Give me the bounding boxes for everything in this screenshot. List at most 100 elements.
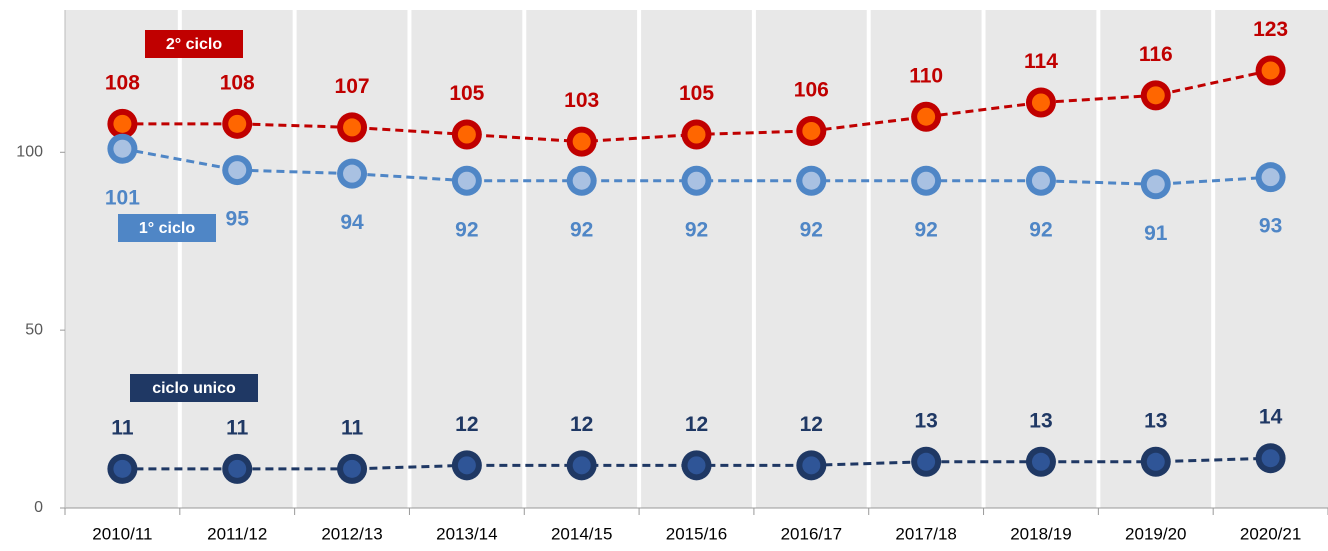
x-tick-label: 2010/11 bbox=[92, 524, 152, 543]
data-label: 94 bbox=[340, 211, 364, 234]
point bbox=[911, 165, 942, 196]
point bbox=[911, 446, 942, 477]
series-name-box bbox=[145, 30, 243, 58]
x-tick-label: 2016/17 bbox=[781, 524, 842, 543]
marker-inner bbox=[1261, 61, 1280, 80]
point bbox=[337, 158, 368, 189]
marker-inner bbox=[457, 125, 476, 144]
marker-inner bbox=[457, 171, 476, 190]
point bbox=[337, 453, 368, 484]
point bbox=[337, 112, 368, 143]
point bbox=[107, 133, 138, 164]
point bbox=[451, 450, 482, 481]
marker-inner bbox=[343, 118, 362, 137]
marker-inner bbox=[113, 114, 132, 133]
point bbox=[1140, 446, 1171, 477]
marker-inner bbox=[228, 161, 247, 180]
marker-inner bbox=[113, 459, 132, 478]
data-label: 12 bbox=[685, 413, 708, 436]
point bbox=[911, 101, 942, 132]
data-label: 92 bbox=[455, 218, 478, 241]
point bbox=[222, 453, 253, 484]
point bbox=[796, 165, 827, 196]
marker-inner bbox=[572, 171, 591, 190]
marker-inner bbox=[1261, 449, 1280, 468]
data-label: 11 bbox=[111, 416, 134, 439]
marker-inner bbox=[343, 459, 362, 478]
marker-inner bbox=[687, 456, 706, 475]
x-tick-label: 2013/14 bbox=[436, 524, 497, 543]
data-label: 105 bbox=[449, 82, 484, 105]
data-label: 110 bbox=[909, 64, 943, 87]
data-label: 92 bbox=[800, 218, 823, 241]
data-label: 92 bbox=[570, 218, 593, 241]
marker-inner bbox=[1146, 452, 1165, 471]
x-tick-label: 2017/18 bbox=[895, 524, 956, 543]
point bbox=[796, 450, 827, 481]
series-name-box bbox=[118, 214, 216, 242]
point bbox=[681, 450, 712, 481]
point bbox=[222, 108, 253, 139]
marker-inner bbox=[343, 164, 362, 183]
plot-area bbox=[65, 10, 1328, 508]
marker-inner bbox=[457, 456, 476, 475]
marker-inner bbox=[917, 171, 936, 190]
legend-label: 2° ciclo bbox=[166, 36, 222, 53]
series-name-box bbox=[130, 374, 258, 402]
y-tick-label: 50 bbox=[25, 321, 43, 338]
data-label: 123 bbox=[1253, 18, 1288, 41]
x-tick-label: 2019/20 bbox=[1125, 524, 1186, 543]
marker-inner bbox=[917, 107, 936, 126]
y-tick-label: 0 bbox=[34, 499, 43, 516]
marker-inner bbox=[802, 456, 821, 475]
y-tick-label: 100 bbox=[16, 144, 43, 161]
data-label: 11 bbox=[226, 416, 249, 439]
data-label: 107 bbox=[335, 75, 370, 98]
point bbox=[1140, 80, 1171, 111]
marker-inner bbox=[572, 132, 591, 151]
marker-inner bbox=[802, 121, 821, 140]
x-tick-label: 2012/13 bbox=[321, 524, 382, 543]
legend-label: ciclo unico bbox=[152, 380, 236, 397]
marker-inner bbox=[228, 114, 247, 133]
point bbox=[1255, 162, 1286, 193]
data-label: 92 bbox=[1029, 218, 1052, 241]
data-label: 92 bbox=[685, 218, 708, 241]
marker-inner bbox=[687, 125, 706, 144]
point bbox=[681, 165, 712, 196]
data-label: 114 bbox=[1024, 50, 1058, 73]
marker-inner bbox=[917, 452, 936, 471]
data-label: 91 bbox=[1144, 222, 1168, 245]
data-label: 11 bbox=[341, 416, 364, 439]
point bbox=[566, 450, 597, 481]
marker-inner bbox=[1031, 93, 1050, 112]
point bbox=[107, 453, 138, 484]
marker-inner bbox=[228, 459, 247, 478]
point bbox=[1255, 55, 1286, 86]
point bbox=[107, 108, 138, 139]
data-label: 95 bbox=[226, 208, 250, 231]
data-label: 12 bbox=[455, 413, 478, 436]
marker-inner bbox=[572, 456, 591, 475]
data-label: 14 bbox=[1259, 406, 1283, 429]
marker-inner bbox=[1146, 86, 1165, 105]
data-label: 93 bbox=[1259, 215, 1282, 238]
point bbox=[566, 165, 597, 196]
data-label: 13 bbox=[1029, 409, 1052, 432]
x-tick-label: 2015/16 bbox=[666, 524, 727, 543]
data-label: 116 bbox=[1139, 43, 1173, 66]
point bbox=[451, 119, 482, 150]
point bbox=[796, 115, 827, 146]
point bbox=[681, 119, 712, 150]
data-label: 92 bbox=[914, 218, 937, 241]
x-tick-label: 2011/12 bbox=[207, 524, 267, 543]
point bbox=[1140, 169, 1171, 200]
data-label: 13 bbox=[914, 409, 937, 432]
data-label: 105 bbox=[679, 82, 714, 105]
x-tick-label: 2014/15 bbox=[551, 524, 612, 543]
point bbox=[1025, 446, 1056, 477]
point bbox=[1025, 87, 1056, 118]
point bbox=[566, 126, 597, 157]
